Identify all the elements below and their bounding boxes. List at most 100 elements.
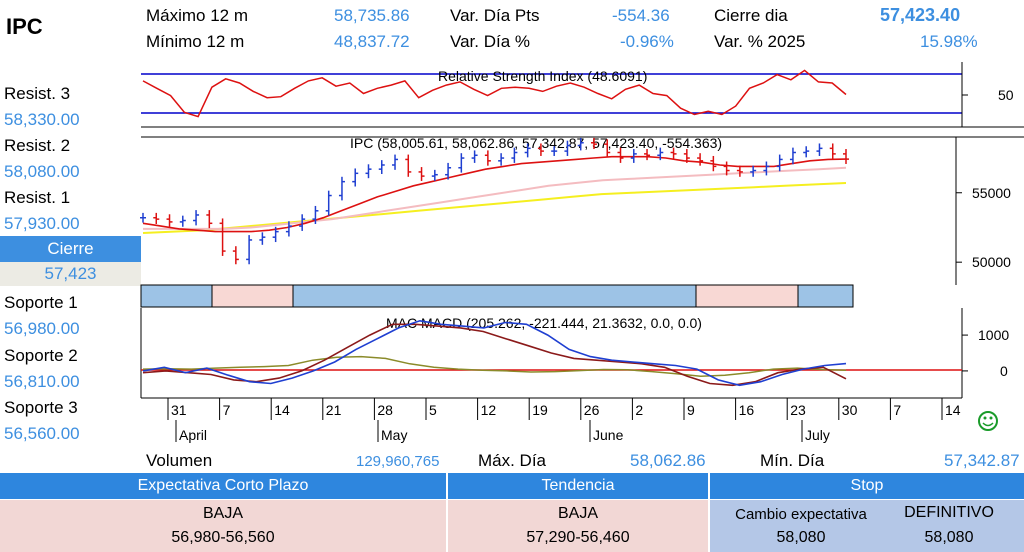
price-bar bbox=[683, 149, 690, 163]
min-day-label: Mín. Día bbox=[760, 451, 825, 470]
price-bar bbox=[577, 137, 584, 151]
symbol-title: IPC bbox=[6, 14, 43, 39]
macd-signal-line bbox=[142, 323, 847, 387]
price-bar bbox=[816, 143, 823, 156]
resist3-value: 58,330.00 bbox=[4, 110, 80, 129]
month-label: July bbox=[805, 427, 830, 443]
volume-label: Volumen bbox=[146, 451, 213, 470]
var-pts-value: -554.36 bbox=[612, 6, 670, 25]
price-bar bbox=[524, 143, 531, 158]
date-tick-label: 28 bbox=[377, 402, 393, 418]
close-label: Cierre dia bbox=[714, 6, 788, 25]
price-bar bbox=[445, 162, 452, 180]
price-bar bbox=[418, 167, 425, 181]
price-bar bbox=[352, 168, 359, 187]
price-tick-label: 50000 bbox=[972, 254, 1011, 270]
price-bar bbox=[590, 137, 597, 150]
price-bar bbox=[405, 154, 412, 177]
price-bar bbox=[511, 147, 518, 163]
price-bar bbox=[630, 149, 637, 163]
price-bar bbox=[564, 140, 571, 156]
rsi-panel: 50 Relative Strength Index (48.6091) bbox=[141, 62, 1024, 128]
price-bar bbox=[829, 143, 836, 159]
expectation-direction: BAJA bbox=[202, 505, 243, 522]
max12-label: Máximo 12 m bbox=[146, 6, 249, 25]
date-tick-label: 16 bbox=[739, 402, 755, 418]
var-pct-value: -0.96% bbox=[620, 32, 674, 51]
price-bar bbox=[140, 212, 146, 223]
trend-segment bbox=[292, 284, 697, 308]
price-bar bbox=[551, 146, 558, 156]
price-bar bbox=[285, 221, 292, 237]
stop-header: Stop bbox=[710, 473, 1024, 499]
price-bar bbox=[232, 246, 239, 265]
resist1-label: Resist. 1 bbox=[4, 188, 71, 207]
trend-segment bbox=[211, 284, 294, 308]
macd-histogram-line bbox=[142, 355, 847, 378]
date-tick-label: 2 bbox=[635, 402, 643, 418]
min12-label: Mínimo 12 m bbox=[146, 32, 245, 51]
ytd-value: 15.98% bbox=[920, 32, 978, 51]
price-tick-label: 55000 bbox=[972, 185, 1011, 201]
var-pts-label: Var. Día Pts bbox=[450, 6, 540, 25]
date-tick-label: 19 bbox=[532, 402, 548, 418]
max-day-label: Máx. Día bbox=[478, 451, 547, 470]
var-pct-label: Var. Día % bbox=[450, 32, 530, 51]
trend-cell: BAJA 57,290-56,460 bbox=[448, 500, 708, 552]
support3-label: Soporte 3 bbox=[4, 398, 78, 417]
date-tick-label: 7 bbox=[223, 402, 231, 418]
price-bar bbox=[206, 210, 213, 229]
price-bar bbox=[392, 154, 399, 170]
price-ticks: 55000 50000 bbox=[956, 185, 1011, 270]
stop-change-value: 58,080 bbox=[776, 529, 826, 546]
price-bar bbox=[431, 169, 438, 181]
month-label: April bbox=[179, 427, 207, 443]
volume-value: 129,960,765 bbox=[356, 453, 440, 470]
macd-ticks: 1000 0 bbox=[962, 327, 1009, 379]
macd-line bbox=[142, 319, 847, 387]
price-bar bbox=[763, 161, 770, 176]
month-label: June bbox=[593, 427, 624, 443]
date-tick-label: 14 bbox=[274, 402, 290, 418]
price-bar bbox=[219, 218, 226, 256]
resist2-label: Resist. 2 bbox=[4, 136, 71, 155]
price-bar bbox=[750, 165, 757, 177]
support2-value: 56,810.00 bbox=[4, 372, 80, 391]
stop-cell: Cambio expectativa 58,080 DEFINITIVO 58,… bbox=[710, 500, 1024, 552]
price-bar bbox=[259, 232, 266, 245]
date-tick-label: 14 bbox=[945, 402, 961, 418]
stop-change-label: Cambio expectativa bbox=[735, 506, 867, 523]
date-tick-label: 31 bbox=[171, 402, 187, 418]
support2-label: Soporte 2 bbox=[4, 346, 78, 365]
ma-short-line bbox=[142, 155, 847, 233]
price-bar bbox=[471, 150, 478, 163]
support3-value: 56,560.00 bbox=[4, 424, 80, 443]
min12-value: 48,837.72 bbox=[334, 32, 410, 51]
date-axis: 31 7 14 21 28 5 12 19 26 2 9 16 23 30 7 14 April May June J… bbox=[141, 397, 962, 443]
price-bar bbox=[736, 165, 743, 177]
price-title: IPC (58,005.61, 58,062.86, 57,342.87, 57… bbox=[350, 135, 722, 151]
stop-definitive-value: 58,080 bbox=[924, 529, 974, 546]
price-bar bbox=[365, 164, 372, 179]
price-bar bbox=[789, 147, 796, 165]
price-bar bbox=[776, 154, 783, 172]
month-label: May bbox=[381, 427, 407, 443]
price-bar bbox=[338, 176, 345, 201]
resist3-label: Resist. 3 bbox=[4, 84, 71, 103]
support1-value: 56,980.00 bbox=[4, 319, 80, 338]
date-tick-label: 9 bbox=[687, 402, 695, 418]
price-bar bbox=[378, 160, 385, 175]
date-tick-label: 7 bbox=[893, 402, 901, 418]
ma-long-line bbox=[142, 182, 847, 234]
date-ticks: 31 7 14 21 28 5 12 19 26 2 9 16 23 30 7 14 April May June J… bbox=[167, 398, 961, 443]
macd-tick-label: 0 bbox=[1000, 363, 1008, 379]
expectation-range: 56,980-56,560 bbox=[171, 529, 275, 546]
rsi-series-line bbox=[142, 69, 847, 118]
close-box-value: 57,423 bbox=[0, 262, 141, 286]
date-tick-label: 26 bbox=[584, 402, 600, 418]
price-bar bbox=[498, 153, 505, 166]
date-tick-label: 30 bbox=[842, 402, 858, 418]
price-bar bbox=[657, 147, 664, 161]
